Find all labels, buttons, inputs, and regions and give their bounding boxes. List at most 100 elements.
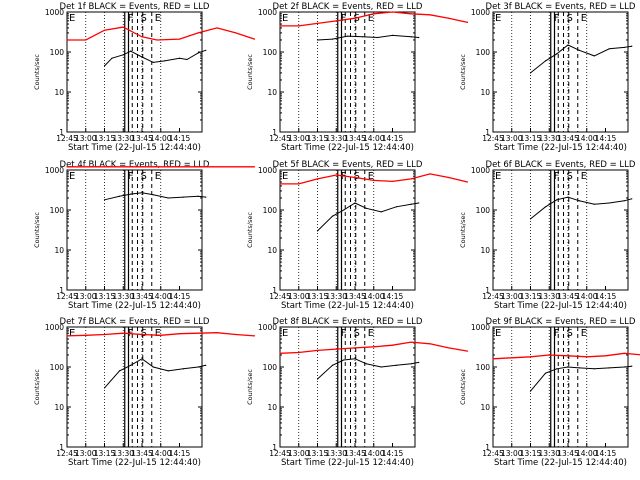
lld-point [298, 25, 300, 27]
events-point [141, 56, 143, 58]
events-point [152, 61, 154, 63]
lld-point [448, 176, 450, 179]
lld-point [298, 183, 300, 185]
x-tick-label: 14:00 [576, 292, 598, 301]
lld-point [623, 352, 625, 354]
y-axis-label: Counts/sec [246, 54, 254, 90]
events-point [205, 364, 207, 366]
marker-label-s: S [354, 171, 360, 182]
panel-title: Det 5f BLACK = Events, RED = LLD [273, 160, 423, 170]
x-tick-label: 14:00 [363, 449, 385, 458]
y-axis-label: Counts/sec [459, 54, 467, 90]
panel-7: Det 7f BLACK = Events, RED = LLD 1 10 100 10… [33, 317, 256, 468]
y-tick-label: 1 [59, 443, 64, 452]
marker-label-e: E [581, 13, 587, 24]
events-point [122, 54, 124, 56]
x-tick-label: 14:00 [363, 134, 385, 143]
events-point [631, 365, 633, 367]
events-point [391, 34, 394, 37]
y-tick-label: 10 [267, 88, 277, 97]
events-point [567, 196, 569, 198]
marker-label-start: E [69, 13, 75, 24]
marker-label-e: E [368, 13, 374, 24]
lld-point [253, 38, 256, 40]
x-tick-label: 13:00 [75, 134, 97, 143]
marker-label-e: E [155, 13, 161, 24]
x-tick-label: 13:00 [288, 449, 310, 458]
lld-point [178, 166, 181, 168]
marker-label-s: S [567, 328, 573, 339]
events-point [141, 358, 143, 360]
y-tick-label: 1 [485, 443, 490, 452]
panel-title: Det 4f BLACK = Events, RED = LLD [60, 160, 210, 170]
y-axis-label: Counts/sec [33, 54, 41, 90]
events-point [197, 195, 199, 197]
lld-point [511, 357, 513, 359]
y-tick-label: 1000 [258, 166, 277, 175]
marker-label-e: E [581, 171, 587, 182]
x-tick-label: 13:30 [112, 449, 134, 458]
x-tick-label: 13:15 [520, 449, 542, 458]
lld-point [466, 350, 469, 352]
events-point [376, 36, 379, 39]
events-point [380, 366, 382, 368]
plot-frame [66, 326, 203, 448]
marker-label-s: S [141, 328, 147, 339]
events-point [556, 199, 558, 201]
lld-point [429, 343, 431, 345]
events-point [103, 199, 106, 201]
panel-2: Det 2f BLACK = Events, RED = LLD 1 10 100 10… [246, 2, 469, 153]
marker-label-s: S [354, 13, 360, 24]
y-tick-label: 1000 [471, 166, 490, 175]
lld-point [448, 17, 450, 19]
y-tick-label: 1 [272, 128, 277, 137]
y-tick-label: 1000 [45, 8, 64, 17]
x-tick-label: 13:15 [94, 292, 116, 301]
x-tick-label: 13:45 [557, 449, 579, 458]
events-point [365, 207, 367, 209]
events-point [316, 378, 319, 380]
panel-5: Det 5f BLACK = Events, RED = LLD 1 10 100 10… [246, 160, 469, 311]
x-tick-label: 13:15 [520, 292, 542, 301]
events-point [608, 202, 610, 204]
marker-label-s: S [354, 328, 360, 339]
events-point [343, 359, 345, 361]
marker-label-s: S [567, 171, 573, 182]
events-point [141, 192, 143, 194]
lld-point [85, 39, 87, 41]
events-point [152, 366, 154, 368]
y-tick-label: 100 [476, 48, 491, 57]
events-point [130, 50, 132, 52]
series-events-line [317, 358, 419, 380]
events-point [623, 200, 625, 202]
y-axis-label: Counts/sec [246, 212, 254, 248]
y-axis-label: Counts/sec [246, 369, 254, 405]
y-tick-label: 100 [263, 206, 278, 215]
lld-point [253, 166, 256, 168]
lld-point [122, 332, 124, 334]
marker-label-start: E [282, 13, 288, 24]
lld-point [354, 176, 356, 179]
x-tick-label: 13:00 [501, 449, 523, 458]
x-axis-label: Start Time (22-Jul-15 12:44:40) [494, 143, 627, 153]
x-tick-label: 14:15 [169, 134, 191, 143]
events-point [316, 39, 319, 41]
events-point [163, 60, 166, 62]
x-axis-label: Start Time (22-Jul-15 12:44:40) [281, 458, 414, 468]
events-point [544, 206, 547, 208]
x-tick-label: 14:15 [382, 134, 404, 143]
x-tick-label: 13:15 [94, 134, 116, 143]
x-tick-label: 13:00 [75, 449, 97, 458]
x-tick-label: 14:15 [169, 292, 191, 301]
panel-title: Det 6f BLACK = Events, RED = LLD [486, 160, 636, 170]
y-tick-label: 100 [476, 363, 491, 372]
y-tick-label: 1000 [258, 323, 277, 332]
x-tick-label: 13:30 [325, 134, 347, 143]
lld-point [354, 347, 356, 349]
events-point [567, 366, 569, 368]
events-point [111, 57, 113, 59]
x-axis-label: Start Time (22-Jul-15 12:44:40) [494, 301, 627, 311]
series-events-line [317, 34, 419, 41]
marker-label-start: E [282, 328, 288, 339]
y-axis-label: Counts/sec [459, 212, 467, 248]
